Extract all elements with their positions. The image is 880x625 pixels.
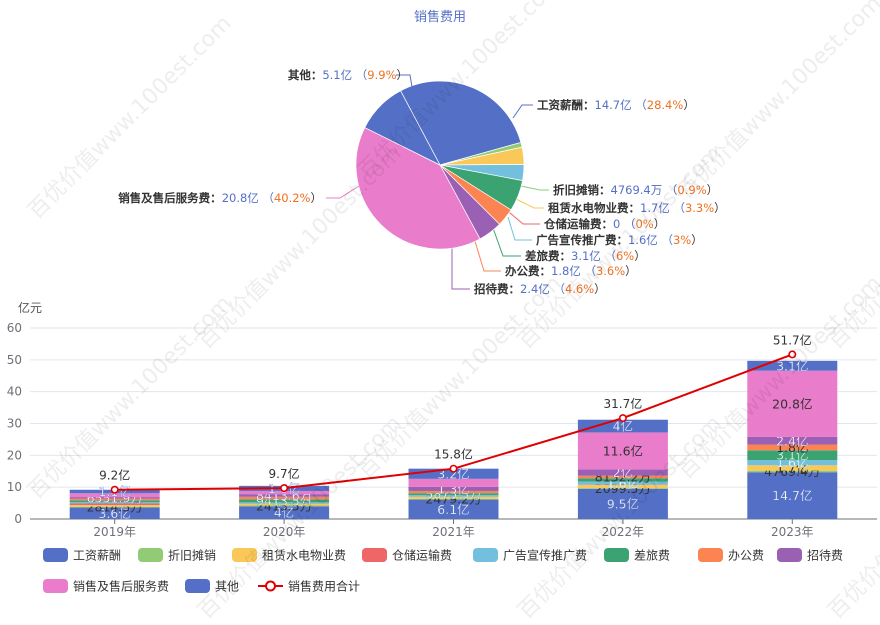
y-tick-label: 10 [7, 480, 22, 494]
bar-data-label: 3.1亿 [776, 358, 808, 373]
pie-label-line [508, 217, 532, 240]
pie-label-line [521, 186, 549, 190]
legend-swatch [362, 548, 387, 562]
bar-data-label: 20.8亿 [772, 396, 812, 411]
legend-item[interactable]: 销售及售后服务费 [43, 579, 169, 594]
pie-label: 销售及售后服务费：20.8亿 （40.2%） [118, 191, 322, 205]
pie-label-line [326, 186, 359, 198]
total-line-point[interactable] [281, 485, 287, 491]
pie-label: 其他：5.1亿 （9.9%） [288, 68, 408, 82]
pie-label: 广告宣传推广费：1.6亿 （3%） [536, 233, 703, 247]
legend-swatch [777, 548, 802, 562]
pie-label: 折旧摊销：4769.4万 （0.9%） [553, 183, 718, 197]
legend-item[interactable]: 其他 [185, 579, 239, 594]
legend-item[interactable]: 销售费用合计 [258, 579, 360, 594]
x-tick-label: 2019年 [93, 525, 136, 539]
x-tick-label: 2020年 [263, 525, 306, 539]
legend-swatch [43, 548, 68, 562]
legend-label: 办公费 [728, 548, 764, 563]
bar-chart: 3.6亿2814.5万6551.9万1.1亿4亿2413.5万9413.5万84… [70, 358, 838, 520]
pie-label: 办公费：1.8亿 （3.6%） [505, 264, 637, 278]
pie-label: 差旅费：3.1亿 （6%） [525, 249, 646, 263]
x-tick-label: 2022年 [602, 525, 645, 539]
sales-expense-chart: 销售费用 工资薪酬：14.7亿 （28.4%） 折旧摊销：4769.4万 （0.9… [0, 0, 880, 600]
y-tick-label: 50 [7, 353, 22, 367]
bar-data-label: 14.7亿 [772, 488, 812, 503]
legend-swatch [185, 579, 210, 593]
legend-item[interactable]: 租赁水电物业费 [232, 548, 346, 563]
y-tick-label: 40 [7, 385, 22, 399]
pie-label: 招待费：2.4亿 （4.6%） [474, 282, 606, 296]
total-line-label: 9.2亿 [99, 468, 130, 483]
legend-label: 折旧摊销 [168, 548, 216, 563]
legend-item[interactable]: 办公费 [698, 548, 764, 563]
legend-label: 招待费 [807, 549, 843, 563]
bar-data-label: 11.6亿 [603, 443, 643, 458]
legend-label: 其他 [215, 580, 239, 594]
pie-label-line [493, 228, 521, 256]
legend-item[interactable]: 差旅费 [604, 548, 670, 563]
legend-swatch [138, 548, 163, 562]
pie-label: 工资薪酬：14.7亿 （28.4%） [537, 98, 695, 112]
legend-item[interactable]: 招待费 [777, 548, 843, 563]
y-tick-label: 60 [7, 321, 22, 335]
legend-item[interactable]: 折旧摊销 [138, 548, 216, 563]
pie-chart: 工资薪酬：14.7亿 （28.4%） 折旧摊销：4769.4万 （0.9%） 租赁水… [118, 68, 725, 296]
legend-item[interactable]: 工资薪酬 [43, 548, 121, 563]
pie-label-line [516, 199, 544, 208]
total-line-point[interactable] [112, 487, 118, 493]
x-tick-label: 2021年 [432, 525, 475, 539]
pie-label-line [513, 105, 533, 118]
chart-title: 销售费用 [414, 9, 466, 25]
legend-label: 销售及售后服务费 [73, 579, 169, 594]
legend-label: 工资薪酬 [73, 549, 121, 563]
total-line: 9.2亿 9.7亿 15.8亿 31.7亿 51.7亿 [99, 332, 812, 492]
legend-swatch [473, 548, 498, 562]
legend-item[interactable]: 广告宣传推广费 [473, 548, 587, 563]
total-line-label: 15.8亿 [434, 447, 473, 462]
total-line-label: 9.7亿 [269, 466, 300, 481]
y-tick-label: 30 [7, 417, 22, 431]
total-line-point[interactable] [789, 351, 795, 357]
legend-label: 租赁水电物业费 [262, 549, 346, 563]
y-axis-unit: 亿元 [18, 300, 42, 315]
total-line-label: 51.7亿 [773, 332, 812, 347]
y-tick-label: 0 [14, 512, 22, 526]
total-line-point[interactable] [450, 466, 456, 472]
legend-label: 广告宣传推广费 [503, 548, 587, 563]
legend-item[interactable]: 仓储运输费 [362, 548, 452, 563]
legend-label: 差旅费 [634, 549, 670, 563]
total-line-point[interactable] [620, 415, 626, 421]
total-line-label: 31.7亿 [604, 396, 643, 411]
legend-swatch [698, 548, 723, 562]
bar-data-label: 9.5亿 [607, 496, 639, 511]
legend-swatch [43, 579, 68, 593]
x-tick-label: 2023年 [771, 525, 814, 539]
pie-label-line [509, 212, 540, 224]
pie-label: 租赁水电物业费：1.7亿 （3.3%） [548, 201, 726, 215]
legend-label: 销售费用合计 [288, 579, 360, 594]
pie-label: 仓储运输费：0 （0%） [543, 217, 665, 231]
pie-label-line [452, 248, 470, 289]
legend-swatch [232, 548, 257, 562]
legend-swatch [604, 548, 629, 562]
y-tick-label: 20 [7, 448, 22, 462]
legend-marker [266, 582, 275, 591]
legend-label: 仓储运输费 [392, 548, 452, 563]
pie-label-line [474, 238, 501, 271]
legend: 工资薪酬 折旧摊销 租赁水电物业费 仓储运输费 广告宣传推广费 差旅费 办公费 招待费销售及售… [43, 548, 843, 594]
